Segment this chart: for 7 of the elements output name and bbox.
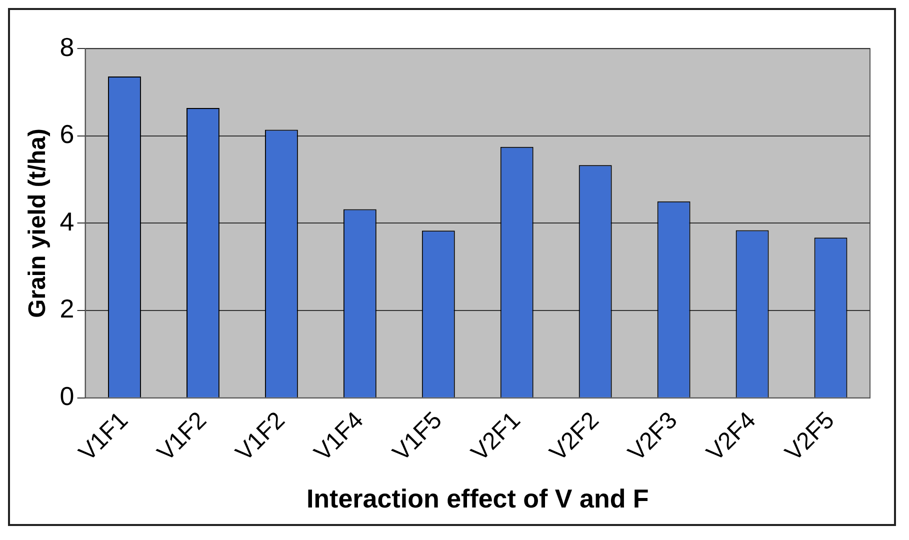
- y-tick-label: 6: [60, 119, 74, 150]
- y-axis-title: Grain yield (t/ha): [24, 128, 52, 318]
- y-tick-label: 4: [60, 206, 74, 236]
- y-tick-label: 0: [60, 381, 74, 412]
- x-axis-title: Interaction effect of V and F: [306, 484, 649, 514]
- y-tick-label: 2: [60, 294, 74, 324]
- y-tick-label: 8: [60, 32, 74, 62]
